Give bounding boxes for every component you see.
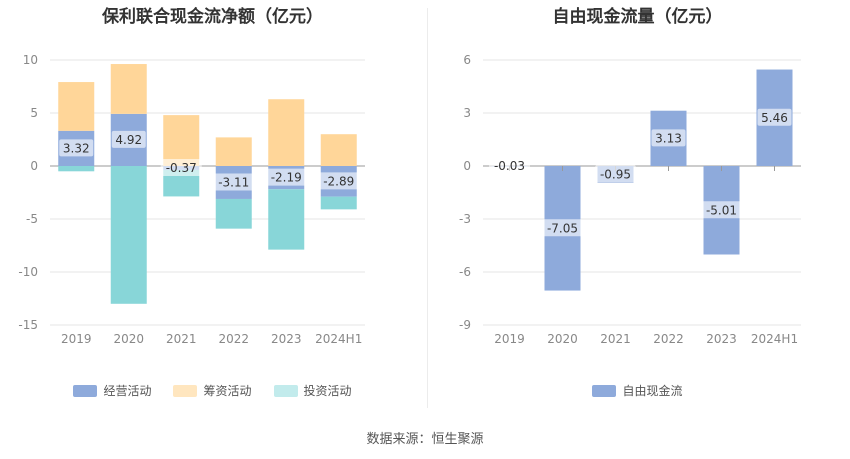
chart-title: 自由现金流量（亿元）: [552, 7, 723, 27]
y-tick-label: 6: [463, 53, 471, 67]
data-source-note: 数据来源：恒生聚源: [366, 432, 484, 447]
y-tick-label: -6: [459, 265, 471, 279]
bar: [110, 64, 147, 114]
bar: [268, 99, 305, 166]
data-label: 5.46: [761, 111, 788, 125]
data-label: -0.37: [166, 161, 197, 175]
data-label: -2.89: [323, 174, 354, 188]
bar: [215, 198, 252, 229]
legend-swatch: [592, 384, 617, 397]
cash-flow-net-chart: 10 5 0 -5 -10 -15 2019 3.32 2020 4.92 2021 -0.37 202…: [18, 53, 365, 346]
bar: [163, 115, 200, 166]
legend-item-free-cash-flow[interactable]: 自由现金流: [592, 382, 683, 399]
x-tick-label: 2024H1: [751, 332, 798, 346]
legend-item-operating[interactable]: 经营活动: [73, 382, 151, 399]
legend-label: 经营活动: [103, 384, 152, 398]
data-label: -0.95: [600, 167, 631, 181]
legend-swatch: [173, 384, 198, 397]
legend-label: 筹资活动: [203, 384, 252, 398]
y-tick-label: 10: [23, 53, 38, 67]
data-label: 3.13: [655, 131, 682, 145]
chart-legend: 经营活动 筹资活动 投资活动: [0, 382, 425, 399]
legend-swatch: [73, 384, 98, 397]
free-cash-flow-chart: 6 3 0 -3 -6 -9 2019 -0.03 2020 -7.05 2021 -0.95 2022…: [459, 53, 801, 346]
y-tick-label: 3: [463, 106, 471, 120]
x-tick-label: 2022: [653, 332, 684, 346]
y-tick-label: 0: [463, 159, 471, 173]
x-tick-label: 2019: [61, 332, 92, 346]
data-label: -7.05: [547, 221, 578, 235]
y-tick-label: -10: [18, 265, 38, 279]
chart-title: 保利联合现金流净额（亿元）: [102, 7, 323, 27]
free-cash-flow-chart-panel: 自由现金流量（亿元） 6 3 0 -3 -6 -9 2019 -0.03 2020 -7.05 20…: [425, 0, 850, 410]
x-tick-label: 2020: [113, 332, 144, 346]
cash-flow-net-chart-panel: 保利联合现金流净额（亿元） 10 5 0 -5 -10 -15 2019 3.32 2020 4.…: [0, 0, 425, 410]
data-label: -2.19: [271, 171, 302, 185]
data-label-bg: [265, 168, 307, 186]
data-label-bg: [213, 173, 255, 191]
bar: [58, 166, 95, 172]
legend-label: 投资活动: [303, 384, 352, 398]
legend-item-investing[interactable]: 投资活动: [273, 382, 352, 399]
data-label-bg: [651, 129, 686, 147]
x-tick-label: 2024H1: [315, 332, 362, 346]
legend-label: 自由现金流: [622, 384, 683, 398]
chart-legend: 自由现金流: [425, 382, 850, 399]
data-label-bg: [318, 172, 360, 190]
x-tick-label: 2019: [494, 332, 525, 346]
x-tick-label: 2023: [706, 332, 737, 346]
y-tick-label: -5: [26, 212, 38, 226]
x-tick-label: 2022: [218, 332, 249, 346]
x-tick-label: 2020: [547, 332, 578, 346]
y-tick-label: -9: [459, 318, 471, 332]
data-label: -5.01: [706, 203, 737, 217]
panel-divider: [427, 8, 428, 408]
data-label-bg: [595, 165, 636, 183]
data-label: -0.03: [494, 159, 525, 173]
x-tick-label: 2021: [600, 332, 631, 346]
y-tick-label: 0: [30, 159, 38, 173]
bar: [58, 82, 95, 131]
data-label-bg: [757, 108, 792, 126]
data-label: -3.11: [218, 175, 249, 189]
bar: [110, 166, 147, 304]
bar: [320, 196, 357, 210]
bar: [215, 137, 252, 166]
legend-item-financing[interactable]: 筹资活动: [173, 382, 252, 399]
y-tick-label: 5: [30, 106, 38, 120]
x-tick-label: 2023: [271, 332, 302, 346]
x-tick-label: 2021: [166, 332, 197, 346]
data-label-bg: [59, 139, 94, 157]
data-label-bg: [701, 201, 742, 219]
data-label-bg: [160, 158, 202, 176]
data-label: 4.92: [115, 133, 142, 147]
data-label-bg: [111, 130, 146, 148]
bar: [320, 134, 357, 166]
data-label: 3.32: [63, 141, 90, 155]
y-tick-label: -15: [18, 318, 38, 332]
bar: [268, 189, 305, 250]
data-label-bg: [489, 157, 530, 174]
data-label-bg: [542, 219, 583, 237]
legend-swatch: [273, 384, 298, 397]
y-tick-label: -3: [459, 212, 471, 226]
